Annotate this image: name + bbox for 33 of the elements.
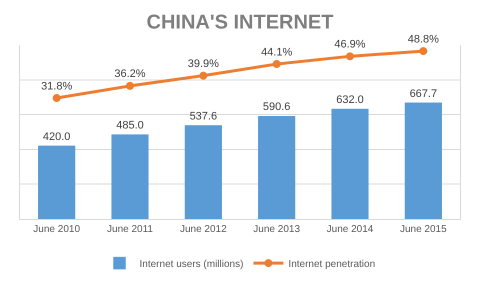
data-label: 39.9% <box>188 58 220 70</box>
x-tick-label: June 2014 <box>326 224 374 235</box>
x-tick-label: June 2013 <box>253 224 300 235</box>
data-label: 46.9% <box>334 38 366 51</box>
data-label: 31.8% <box>41 80 72 92</box>
point <box>346 52 354 60</box>
data-label: 632.0 <box>336 94 364 106</box>
point <box>419 47 428 56</box>
point <box>199 72 208 80</box>
point <box>126 82 134 90</box>
data-label: 48.8% <box>408 33 440 46</box>
x-tick-label: June 2011 <box>107 224 154 235</box>
data-label: 590.6 <box>262 101 290 114</box>
x-tick-label: June 2010 <box>33 224 80 235</box>
bar <box>38 146 76 219</box>
bar <box>404 102 442 219</box>
legend-label: Internet penetration <box>288 258 376 270</box>
legend-label: Internet users (millions) <box>140 258 244 270</box>
data-label: 420.0 <box>42 130 70 143</box>
data-label: 36.2% <box>114 68 146 80</box>
chart-title: CHINA'S INTERNET <box>146 11 334 34</box>
point <box>52 94 61 102</box>
x-tick-label: June 2015 <box>400 224 448 235</box>
data-label: 485.0 <box>116 120 144 132</box>
bar <box>111 134 149 219</box>
bar <box>331 108 369 219</box>
bar <box>258 116 296 219</box>
bar <box>184 125 222 219</box>
point <box>272 60 281 68</box>
data-label: 44.1% <box>261 46 292 58</box>
x-tick-label: June 2012 <box>180 224 228 235</box>
data-label: 667.7 <box>410 88 438 100</box>
data-label: 537.6 <box>190 110 218 122</box>
